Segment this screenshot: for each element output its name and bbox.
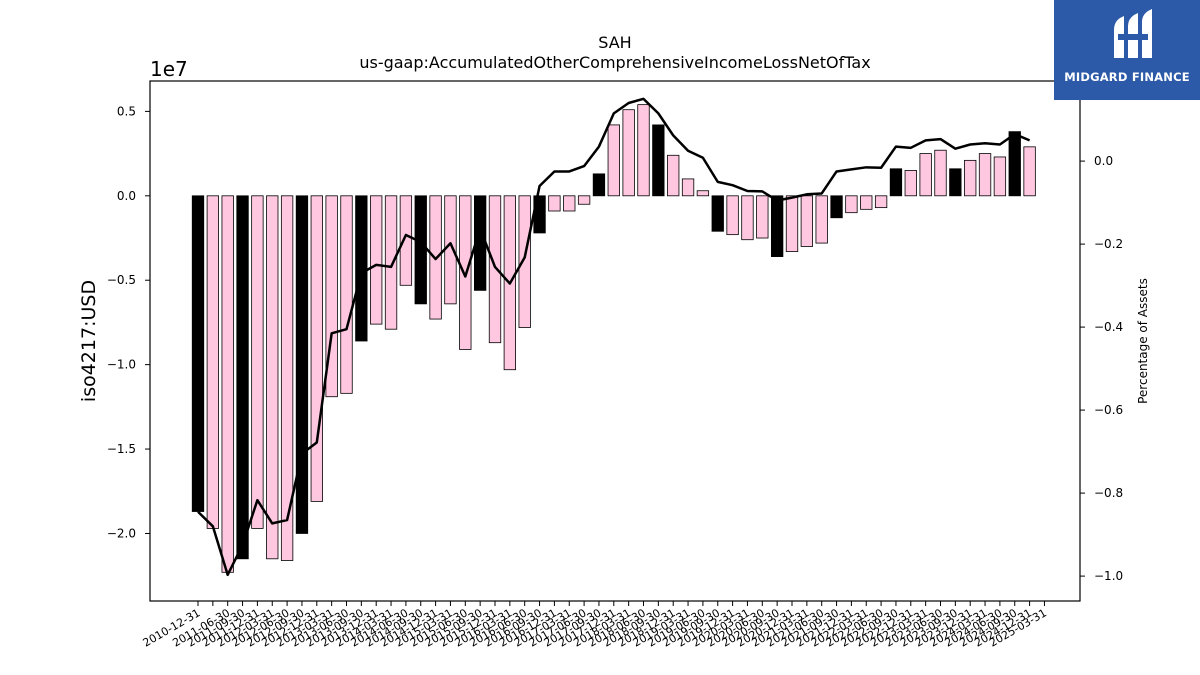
- bar: [934, 149, 947, 197]
- bar: [726, 195, 739, 236]
- bar: [993, 156, 1007, 197]
- bar: [637, 104, 650, 197]
- bar: [622, 109, 635, 197]
- bar: [756, 195, 769, 239]
- y2-axis-label: Percentage of Assets: [1136, 278, 1150, 404]
- bar: [414, 195, 427, 305]
- bar: [815, 195, 828, 244]
- chart-title: SAH: [598, 33, 631, 52]
- brand-name: MIDGARD FINANCE: [1064, 70, 1190, 84]
- y-tick-label: 0.0: [117, 189, 136, 203]
- bar: [577, 195, 591, 205]
- bar: [696, 190, 710, 197]
- bar: [681, 178, 695, 197]
- plot-frame: [149, 80, 1081, 602]
- bar: [592, 173, 606, 197]
- bar: [266, 195, 279, 560]
- series-line-pct-assets: [197, 97, 1031, 577]
- y2-tick-label: −1.0: [1094, 569, 1123, 583]
- bar: [978, 153, 992, 197]
- bar: [340, 195, 353, 394]
- bar: [384, 195, 398, 330]
- plot-area: 0.5 0.0 −0.5 −1.0 −1.5 −2.0 0.0 −0.2 −0.4 −0.6 −0.…: [107, 80, 1123, 650]
- bar: [919, 153, 932, 197]
- y-tick-label: −2.0: [107, 526, 136, 540]
- bar: [667, 154, 680, 197]
- bar: [236, 195, 249, 560]
- bar: [652, 124, 665, 197]
- bar: [889, 168, 903, 197]
- bar: [295, 195, 309, 534]
- y-tick-label: −1.5: [107, 442, 136, 456]
- bar: [518, 195, 531, 328]
- bar: [325, 195, 338, 398]
- y-axis-label: iso4217:USD: [78, 280, 100, 402]
- bar: [874, 195, 888, 209]
- bar: [191, 195, 205, 512]
- y2-tick-label: −0.6: [1094, 403, 1123, 417]
- bar: [964, 159, 977, 197]
- chart-subtitle: us-gaap:AccumulatedOtherComprehensiveInc…: [359, 53, 870, 72]
- bar: [845, 195, 858, 214]
- y2-tick-label: 0.0: [1094, 154, 1113, 168]
- bar: [800, 195, 813, 247]
- y2-tick-label: −0.8: [1094, 486, 1123, 500]
- y-tick-label: −0.5: [107, 273, 136, 287]
- y-tick-label: −1.0: [107, 358, 136, 372]
- bar: [1008, 131, 1021, 197]
- bar: [607, 124, 620, 197]
- bar: [1023, 146, 1036, 197]
- bar: [251, 195, 264, 529]
- brand-logo: MIDGARD FINANCE: [1054, 0, 1200, 100]
- bar: [310, 195, 323, 502]
- bar: [711, 195, 724, 232]
- bar: [355, 195, 368, 342]
- bar: [370, 195, 383, 325]
- bar: [206, 195, 220, 529]
- bar: [280, 195, 294, 561]
- y-tick-label: 0.5: [117, 104, 136, 118]
- bar: [771, 195, 784, 257]
- bar: [904, 170, 917, 197]
- y2-tick-label: −0.2: [1094, 237, 1123, 251]
- bar: [785, 195, 799, 252]
- bar: [221, 195, 234, 573]
- bar: [563, 195, 576, 212]
- bar: [399, 195, 413, 286]
- logo-mark-icon: [1114, 9, 1152, 58]
- bar: [741, 195, 754, 241]
- y2-tick-label: −0.4: [1094, 320, 1123, 334]
- bar: [488, 195, 502, 344]
- bar: [830, 195, 843, 219]
- bar: [949, 168, 962, 197]
- bar: [860, 195, 873, 210]
- y-offset-label: 1e7: [150, 57, 188, 81]
- bar: [548, 195, 561, 212]
